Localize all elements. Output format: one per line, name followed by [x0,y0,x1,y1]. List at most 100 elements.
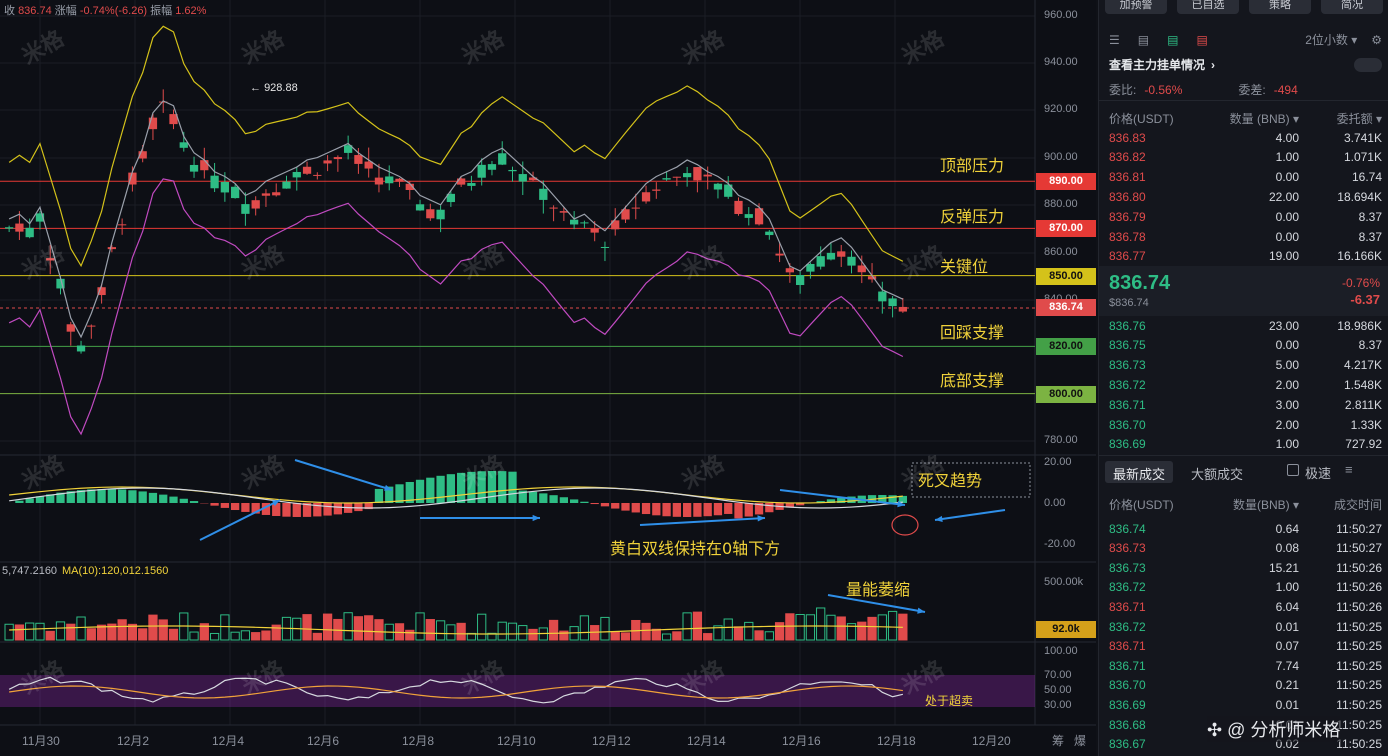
chart-area[interactable]: 收 836.74 涨幅 -0.74%(-6.26) 振幅 1.62% 5,747… [0,0,1096,756]
high-marker: ← 928.88 [250,82,298,94]
tab-large-trades[interactable]: 大额成交 [1191,467,1244,482]
macd-bar [826,499,836,503]
favorited-button[interactable]: 已自选 [1177,0,1239,14]
macd-bar [641,503,651,515]
ask-row[interactable]: 836.82 1.00 1.071K [1109,148,1382,167]
candle-body [87,325,96,327]
candle-body [621,209,630,220]
trade-row-col3: 11:50:25 [1336,639,1382,654]
speed-checkbox[interactable] [1287,464,1299,476]
kline-chart[interactable] [0,0,1096,756]
ask-row-col3: 1.071K [1343,150,1382,165]
macd-bar [888,495,897,503]
price-axis-label: 920.00 [1044,103,1078,115]
trade-row[interactable]: 836.73 15.21 11:50:26 [1109,558,1382,577]
ask-row[interactable]: 836.78 0.00 8.37 [1109,227,1382,246]
macd-axis-label: -20.00 [1044,538,1076,550]
ask-row[interactable]: 836.79 0.00 8.37 [1109,207,1382,226]
trade-row-col3: 11:50:25 [1336,619,1382,634]
candle-body [837,251,846,257]
tab-latest-trades[interactable]: 最新成交 [1105,461,1174,483]
trend-arrow [934,509,1006,521]
bid-row-col3: 8.37 [1358,338,1382,353]
add-alert-button[interactable]: 加预警 [1105,0,1167,14]
burst-label[interactable]: 爆 [1074,734,1087,748]
trade-row-col3: 11:50:26 [1336,580,1382,595]
book-header-qty[interactable]: 数量 (BNB) ▾ [1229,112,1299,126]
trade-row[interactable]: 836.71 7.74 11:50:25 [1109,656,1382,675]
precision-select[interactable]: 2位小数 ▾ [1305,33,1358,47]
ask-row[interactable]: 836.77 19.00 16.166K [1109,247,1382,266]
top-buttons: 加预警 已自选 策略 简况 [1105,0,1388,14]
arrow-head [935,515,943,523]
macd-bar [662,503,671,517]
level-name: 反弹压力 [940,207,1005,226]
rsi-axis-label: 70.00 [1044,669,1072,681]
precision-value: 2位小数 [1305,33,1348,47]
macd-bar [487,471,497,503]
bid-row[interactable]: 836.71 3.00 2.811K [1109,395,1382,414]
speed-label: 极速 [1305,466,1332,481]
trade-row[interactable]: 836.69 0.01 11:50:25 [1109,695,1382,714]
bid-row[interactable]: 836.72 2.00 1.548K [1109,375,1382,394]
volume-bar [805,614,816,641]
toggle-switch[interactable] [1354,57,1382,72]
date-label: 12月6 [307,734,340,748]
bid-row[interactable]: 836.75 0.00 8.37 [1109,336,1382,355]
trade-header-qty[interactable]: 数量(BNB) ▾ [1232,498,1299,512]
chip-label[interactable]: 筹 [1052,734,1065,748]
ask-row[interactable]: 836.81 0.00 16.74 [1109,168,1382,187]
rsi-axis-label: 30.00 [1044,699,1072,711]
ask-row[interactable]: 836.80 22.00 18.694K [1109,187,1382,206]
candle-body [374,177,384,185]
overview-button[interactable]: 简况 [1321,0,1383,14]
level-name: 底部支撑 [940,371,1005,390]
volume-bar [446,624,456,641]
macd-bar [148,492,158,503]
view-main-orders-label: 查看主力挂单情况 [1109,58,1206,72]
trend-arrow [294,459,393,491]
volume-bar [795,614,805,641]
view-main-orders-link[interactable]: 查看主力挂单情况 › [1109,55,1382,74]
trade-row[interactable]: 836.70 0.21 11:50:25 [1109,676,1382,695]
bid-row[interactable]: 836.76 23.00 18.986K [1109,316,1382,335]
trade-row[interactable]: 836.72 0.01 11:50:25 [1109,617,1382,636]
candle-body [436,209,445,220]
trade-row[interactable]: 836.74 0.64 11:50:27 [1109,519,1382,538]
candle-body [631,207,640,209]
macd-bar [426,477,435,503]
trade-row[interactable]: 836.73 0.08 11:50:27 [1109,539,1382,558]
bid-row[interactable]: 836.69 1.00 727.92 [1109,435,1382,454]
bid-row[interactable]: 836.73 5.00 4.217K [1109,356,1382,375]
volume-bar [528,628,538,641]
settings-icon[interactable]: ⚙ [1371,32,1382,47]
macd-bar [313,503,322,517]
bid-row-col3: 727.92 [1345,437,1382,452]
close-value: 836.74 [18,5,52,17]
level-price-tag: 890.00 [1036,173,1096,191]
candle-body [76,345,86,352]
trade-row[interactable]: 836.72 1.00 11:50:26 [1109,578,1382,597]
strategy-button[interactable]: 策略 [1249,0,1311,14]
macd-bar [672,503,681,517]
bid-row-col1: 836.70 [1109,417,1146,432]
book-bids-icon[interactable]: ▤ [1167,32,1179,47]
volume-bar [487,632,497,641]
trade-row[interactable]: 836.71 6.04 11:50:26 [1109,597,1382,616]
candle-body [189,164,199,172]
book-header-amount[interactable]: 委托额 ▾ [1336,112,1382,126]
filter-icon[interactable]: ≡ [1345,462,1353,477]
ask-row[interactable]: 836.83 4.00 3.741K [1109,128,1382,147]
book-both-icon[interactable]: ☰ [1109,32,1120,47]
candle-body [302,166,312,174]
bid-row[interactable]: 836.70 2.00 1.33K [1109,415,1382,434]
candle-body [703,174,712,177]
book-asks-icon[interactable]: ▤ [1137,32,1150,47]
book-list-icon[interactable]: ▤ [1196,32,1208,47]
volume-bar [86,628,96,641]
macd-bar [405,481,414,503]
ask-row-col2: 0.00 [1275,229,1299,244]
high-marker-value: 928.88 [264,82,298,94]
trade-row[interactable]: 836.71 0.07 11:50:25 [1109,637,1382,656]
